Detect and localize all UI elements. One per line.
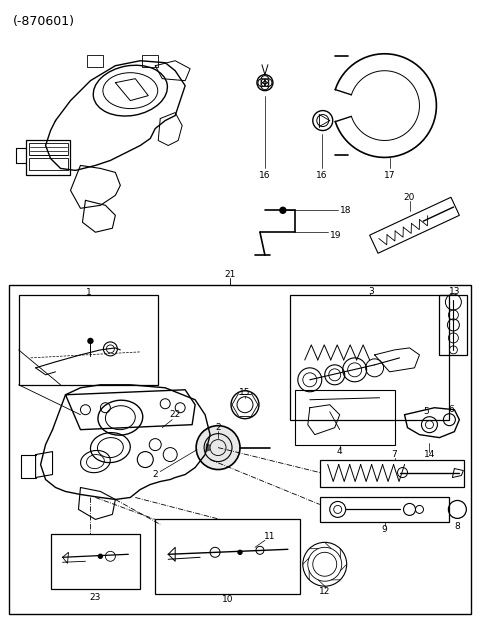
Text: 4: 4 [337,447,343,456]
Text: 2: 2 [215,423,221,432]
Text: 3: 3 [369,286,374,296]
Bar [29,158,68,170]
Circle shape [196,426,240,469]
Text: 7: 7 [392,450,397,459]
Text: 8: 8 [455,522,460,531]
Text: 6: 6 [448,405,454,414]
Text: 20: 20 [404,193,415,202]
Bar [25,140,71,175]
Text: 23: 23 [90,593,101,602]
Bar [155,519,300,594]
Bar [142,55,158,67]
Bar [295,390,395,445]
Circle shape [88,338,93,343]
Bar [320,497,449,522]
Bar [370,197,459,253]
Text: 14: 14 [424,450,435,459]
Bar [50,534,140,589]
Text: 16: 16 [316,171,327,180]
Bar [29,144,68,155]
Circle shape [280,207,286,213]
Bar [439,295,468,355]
Text: 13: 13 [449,286,460,296]
Bar [290,295,449,420]
Text: 21: 21 [224,270,236,278]
Text: (-870601): (-870601) [12,15,75,28]
Text: 17: 17 [384,171,396,180]
Text: 18: 18 [340,206,351,215]
Text: 5: 5 [423,407,429,416]
Text: 2: 2 [153,470,158,479]
Text: 19: 19 [330,231,341,240]
Circle shape [238,550,242,554]
Text: 22: 22 [169,410,181,419]
Bar [87,55,103,67]
Text: 16: 16 [259,171,271,180]
Text: 10: 10 [222,595,234,603]
Text: 11: 11 [264,532,276,541]
Bar [19,295,158,385]
Bar [320,459,464,487]
Text: 1: 1 [85,288,91,296]
Text: 12: 12 [319,587,330,596]
Text: 9: 9 [382,525,387,534]
Circle shape [98,554,102,558]
Text: 15: 15 [239,388,251,397]
Bar [9,285,471,614]
